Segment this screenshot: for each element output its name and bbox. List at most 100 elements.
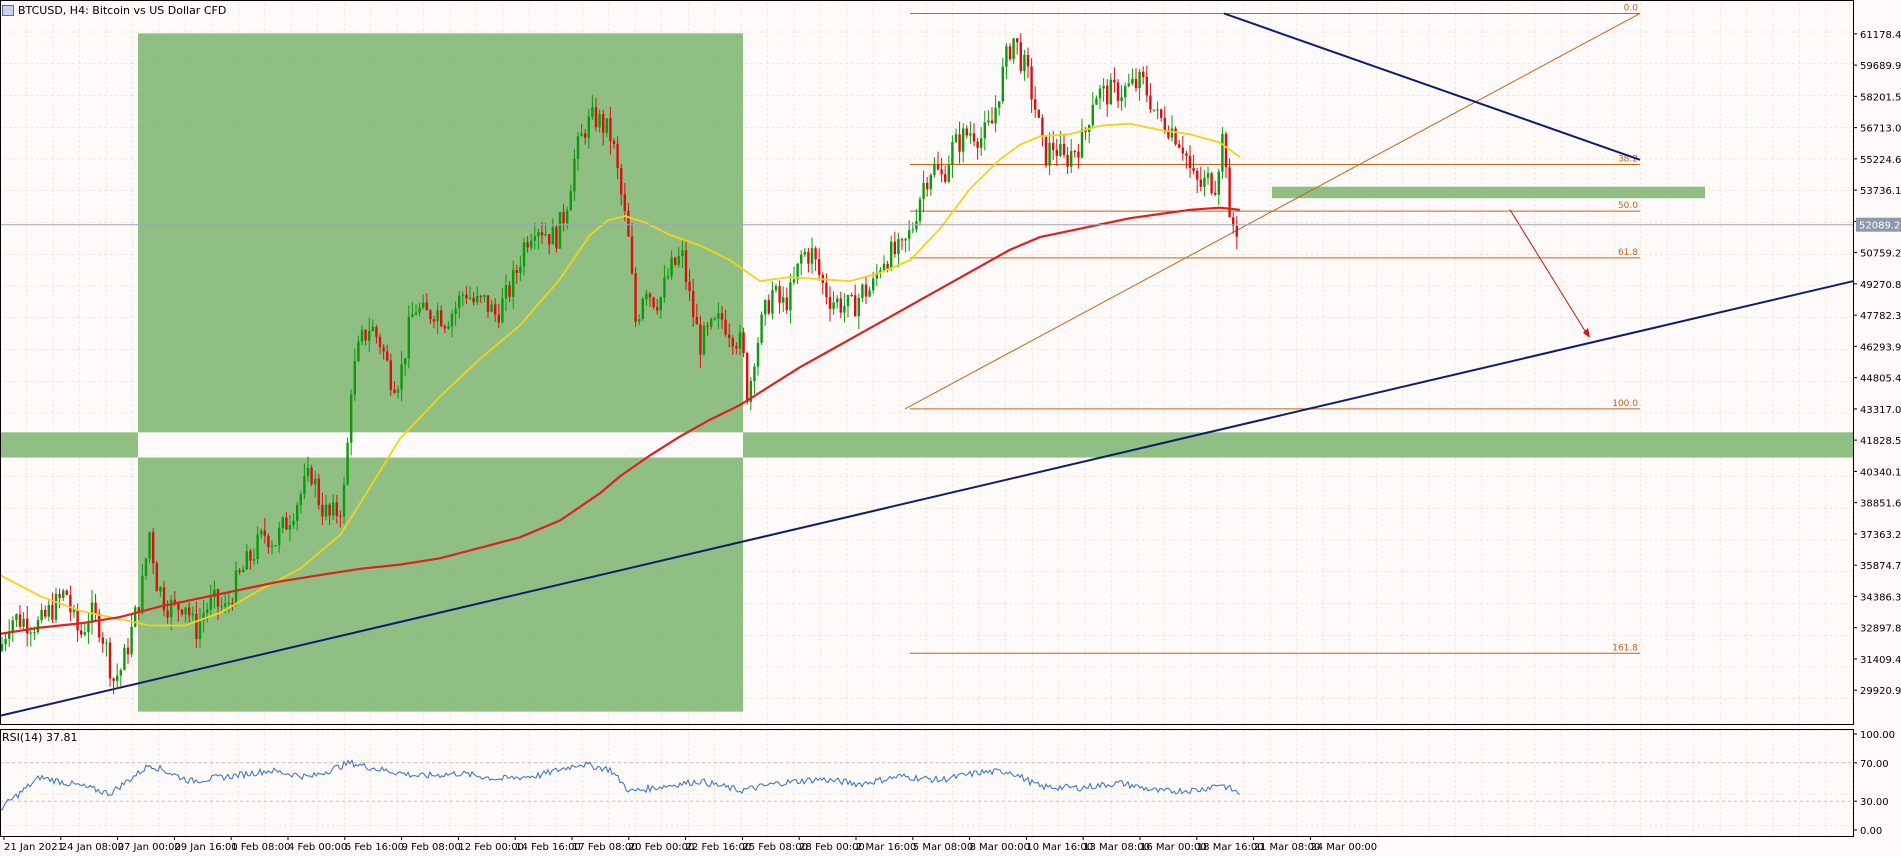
candle-body	[414, 312, 418, 315]
candle-body	[443, 326, 446, 329]
candle-body	[54, 594, 58, 620]
candle-body	[609, 118, 612, 142]
candle-body	[933, 164, 936, 176]
candle-body	[26, 618, 29, 634]
candle-body	[144, 558, 148, 576]
candle-body	[436, 310, 439, 322]
candle-body	[69, 594, 72, 613]
candle-body	[893, 241, 896, 254]
consolidation-box	[138, 33, 743, 712]
candle-body	[782, 297, 785, 303]
candle-body	[566, 210, 569, 224]
candle-body	[1120, 97, 1123, 102]
chart-header: BTCUSD, H4: Bitcoin vs US Dollar CFD	[2, 2, 226, 18]
candle-body	[742, 332, 745, 354]
candle-body	[731, 338, 734, 347]
candle-body	[875, 273, 878, 279]
candle-body	[288, 525, 292, 530]
candle-body	[1066, 154, 1069, 167]
candle-body	[1156, 109, 1159, 111]
candle-body	[33, 632, 36, 634]
candle-body	[1012, 38, 1015, 60]
candle-body	[353, 361, 356, 395]
candle-body	[555, 227, 558, 249]
candle-body	[1070, 151, 1073, 167]
time-tick-label: 16 Mar 00:00	[1140, 842, 1207, 853]
candle-body	[630, 236, 634, 274]
candle-body	[472, 297, 475, 303]
candle-body	[789, 282, 792, 311]
candle-body	[728, 334, 731, 339]
ma-fast-line	[0, 122, 1241, 627]
candle-body	[1008, 46, 1012, 60]
candle-body	[299, 494, 302, 506]
price-tick-label: 40340.10	[1860, 467, 1901, 478]
candle-body	[843, 306, 846, 313]
candle-body	[645, 293, 648, 299]
candle-body	[278, 527, 281, 546]
candle-body	[951, 142, 954, 165]
candle-body	[382, 347, 385, 352]
price-tick-label: 31409.40	[1860, 655, 1901, 666]
candle-body	[317, 478, 320, 506]
candle-body	[652, 297, 655, 308]
rsi-panel: 100.00 70.00 30.00 0.00	[0, 730, 1895, 837]
time-tick-label: 5 Mar 08:00	[913, 842, 973, 853]
candle-body	[1001, 66, 1004, 102]
candle-body	[404, 358, 407, 365]
candle-body	[580, 133, 583, 137]
candle-body	[846, 294, 850, 307]
candle-body	[310, 467, 313, 485]
candle-body	[339, 515, 342, 517]
candle-body	[184, 607, 187, 615]
candle-body	[605, 118, 608, 133]
candle-body	[904, 238, 907, 241]
candle-body	[512, 270, 515, 297]
candle-body	[710, 318, 713, 327]
fib-level-label: 50.0	[1618, 201, 1638, 211]
price-tick-label: 29920.95	[1860, 686, 1901, 697]
candle-body	[1030, 66, 1033, 100]
fib-level-label: 38.2	[1618, 155, 1638, 165]
candle-body	[375, 326, 378, 338]
candlesticks	[0, 33, 1238, 695]
candle-body	[807, 251, 810, 264]
candle-body	[1116, 82, 1120, 102]
candle-body	[425, 302, 428, 311]
candle-body	[803, 251, 806, 255]
time-tick-label: 28 Feb 00:00	[799, 842, 865, 853]
candle-body	[148, 532, 151, 559]
candle-body	[576, 136, 580, 159]
fib-anchor-line	[904, 13, 1641, 410]
candle-body	[386, 351, 389, 361]
candle-body	[792, 279, 796, 283]
candle-body	[94, 602, 97, 614]
candle-body	[0, 644, 4, 651]
candle-body	[850, 294, 853, 296]
candle-body	[371, 326, 374, 331]
candle-body	[1174, 128, 1177, 145]
price-tick-label: 53736.15	[1860, 186, 1901, 197]
time-tick-label: 13 Mar 08:00	[1083, 842, 1150, 853]
candle-body	[832, 302, 835, 309]
candle-body	[1062, 143, 1066, 155]
candle-body	[854, 295, 857, 317]
candle-body	[1210, 173, 1213, 193]
ma-slow-line	[0, 206, 1241, 635]
time-tick-label: 4 Feb 00:00	[288, 842, 347, 853]
candle-body	[357, 341, 360, 362]
candle-body	[134, 607, 137, 627]
candle-body	[1073, 151, 1076, 153]
candle-body	[1214, 192, 1217, 195]
candle-body	[324, 504, 328, 517]
candle-body	[994, 107, 997, 124]
candle-body	[72, 609, 76, 613]
candle-body	[112, 678, 115, 681]
candle-body	[1221, 133, 1224, 172]
candle-body	[868, 290, 871, 297]
candle-body	[281, 517, 284, 528]
candle-body	[15, 614, 18, 621]
candle-body	[1134, 79, 1138, 89]
candle-body	[116, 675, 119, 681]
